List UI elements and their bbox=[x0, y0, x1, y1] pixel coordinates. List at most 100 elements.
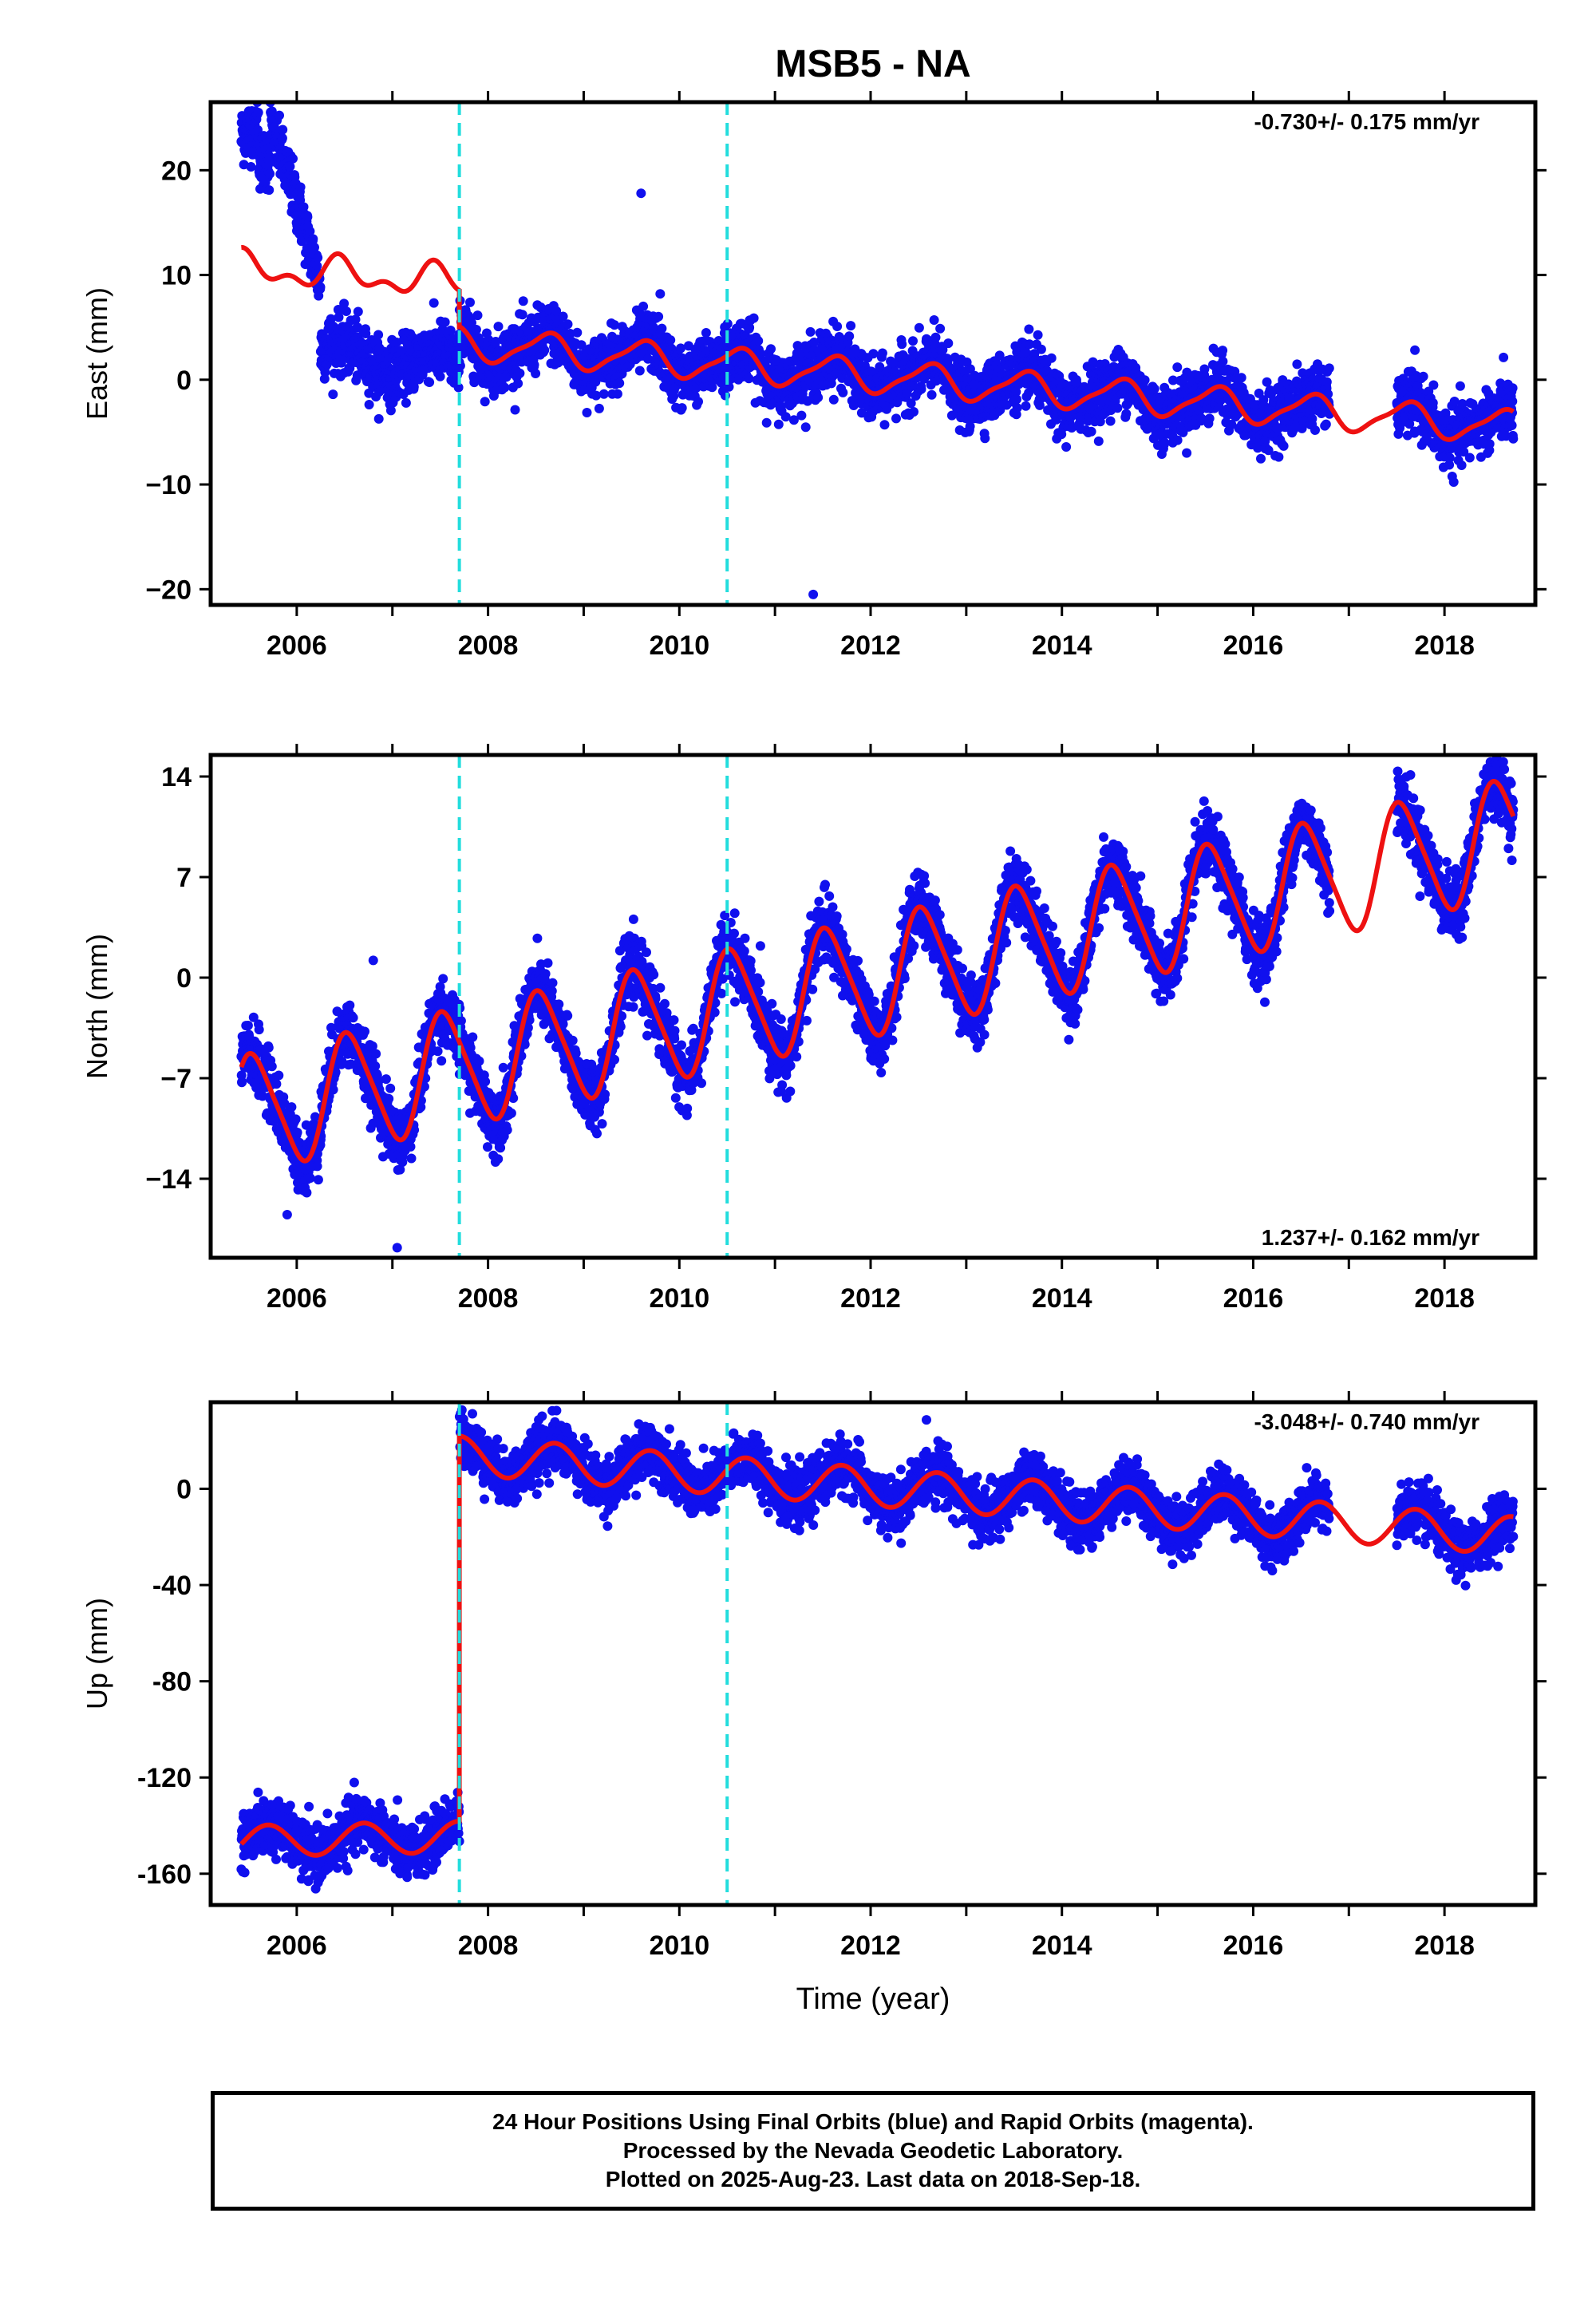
data-point bbox=[803, 396, 813, 406]
data-point bbox=[373, 330, 384, 340]
data-points bbox=[236, 755, 1519, 1253]
data-point bbox=[749, 313, 759, 323]
data-point bbox=[1410, 345, 1420, 355]
data-point bbox=[598, 389, 609, 399]
data-point bbox=[897, 339, 907, 350]
data-point bbox=[342, 306, 351, 316]
data-point bbox=[994, 350, 1005, 361]
data-point bbox=[800, 422, 811, 433]
data-point bbox=[551, 306, 562, 316]
data-point bbox=[1172, 362, 1183, 373]
data-point bbox=[401, 397, 411, 408]
data-point bbox=[591, 390, 601, 401]
data-point bbox=[926, 389, 937, 400]
data-point bbox=[929, 315, 939, 325]
data-point bbox=[263, 1042, 274, 1053]
data-point bbox=[275, 110, 284, 121]
data-point bbox=[1012, 394, 1021, 405]
data-point bbox=[654, 311, 664, 322]
data-point bbox=[295, 182, 306, 192]
data-point bbox=[1036, 344, 1046, 354]
data-point bbox=[766, 344, 776, 354]
y-axis-label: East (mm) bbox=[81, 287, 113, 420]
data-point bbox=[243, 1021, 253, 1030]
data-point bbox=[350, 314, 361, 325]
data-point bbox=[1324, 363, 1334, 373]
data-point bbox=[980, 433, 990, 444]
data-point bbox=[312, 1161, 322, 1172]
data-point bbox=[253, 124, 263, 135]
data-point bbox=[1149, 384, 1159, 394]
data-point bbox=[290, 1114, 301, 1124]
data-point bbox=[796, 410, 807, 421]
data-point bbox=[1182, 448, 1192, 458]
data-point bbox=[745, 322, 755, 333]
data-point bbox=[328, 389, 338, 400]
data-point bbox=[582, 408, 592, 417]
data-point bbox=[1159, 437, 1170, 448]
data-point bbox=[788, 415, 799, 425]
data-point bbox=[1321, 419, 1331, 429]
x-tick-label: 2010 bbox=[649, 630, 709, 661]
outlier-point bbox=[655, 289, 666, 299]
data-point bbox=[1307, 413, 1317, 424]
data-point bbox=[513, 378, 523, 389]
data-point bbox=[1444, 453, 1455, 463]
data-point bbox=[302, 1188, 312, 1198]
data-point bbox=[1428, 380, 1439, 390]
data-point bbox=[510, 405, 520, 415]
data-point bbox=[1218, 356, 1228, 366]
data-point bbox=[1093, 436, 1104, 446]
data-point bbox=[313, 252, 323, 263]
data-point bbox=[364, 400, 374, 409]
data-point bbox=[1199, 364, 1210, 374]
data-point bbox=[529, 360, 539, 370]
data-point bbox=[453, 382, 464, 393]
data-point bbox=[288, 153, 298, 164]
data-point bbox=[1448, 477, 1459, 487]
data-point bbox=[292, 1128, 302, 1137]
data-point bbox=[305, 226, 315, 236]
data-point bbox=[1204, 413, 1215, 424]
data-point bbox=[278, 124, 288, 135]
data-point bbox=[1418, 371, 1428, 381]
data-point bbox=[1025, 339, 1035, 350]
data-points bbox=[236, 102, 1519, 599]
data-point bbox=[1021, 401, 1031, 411]
data-point bbox=[909, 407, 918, 417]
data-point bbox=[753, 336, 764, 346]
x-tick-label: 2014 bbox=[1032, 630, 1092, 661]
data-point bbox=[1112, 403, 1123, 413]
data-point bbox=[1321, 377, 1332, 387]
data-point bbox=[1033, 330, 1043, 340]
outlier-point bbox=[440, 317, 450, 327]
data-point bbox=[517, 310, 527, 320]
data-point bbox=[1507, 421, 1517, 430]
data-point bbox=[1236, 373, 1246, 383]
data-point bbox=[1508, 433, 1519, 444]
data-point bbox=[908, 336, 918, 346]
data-point bbox=[846, 321, 856, 331]
data-point bbox=[265, 168, 275, 179]
data-point bbox=[361, 329, 371, 338]
data-point bbox=[906, 398, 916, 409]
data-point bbox=[838, 387, 848, 397]
data-point bbox=[914, 322, 924, 333]
data-point bbox=[780, 412, 791, 422]
data-point bbox=[429, 298, 439, 308]
data-point bbox=[805, 326, 816, 337]
data-point bbox=[1046, 353, 1057, 363]
data-point bbox=[480, 397, 490, 407]
data-point bbox=[500, 382, 510, 393]
data-point bbox=[339, 298, 350, 309]
data-point bbox=[298, 202, 309, 212]
data-point bbox=[1121, 409, 1132, 419]
data-point bbox=[576, 340, 587, 350]
data-point bbox=[312, 261, 322, 271]
data-point bbox=[614, 378, 625, 389]
plot-area bbox=[236, 755, 1519, 1258]
data-point bbox=[1464, 453, 1475, 463]
data-point bbox=[274, 1070, 284, 1081]
